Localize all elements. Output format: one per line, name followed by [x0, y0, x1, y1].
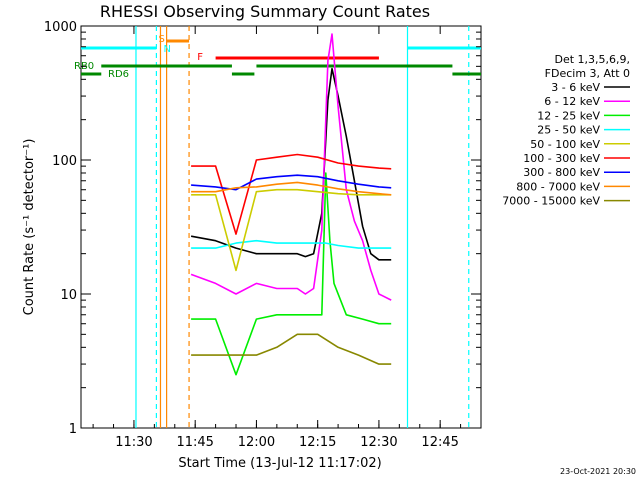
- legend-header-line-2: FDecim 3, Att 0: [545, 67, 630, 80]
- y-axis-label: Count Rate (s⁻¹ detector⁻¹): [22, 139, 37, 316]
- x-axis-label: Start Time (13-Jul-12 11:17:02): [178, 456, 381, 471]
- legend-label-2: 12 - 25 keV: [537, 109, 600, 122]
- series-line-1: [190, 33, 392, 301]
- x-tick-label-2: 12:00: [238, 435, 275, 450]
- series-line-4: [191, 188, 392, 272]
- y-tick-label-3: 1000: [44, 20, 77, 35]
- timestamp: 23-Oct-2021 20:30: [560, 467, 636, 476]
- ticks-layer: 11:30 11:45 12:00 12:15 12:30 12:45 1 10 100 1000: [44, 20, 481, 450]
- legend-label-1: 6 - 12 keV: [544, 95, 600, 108]
- legend-header-line-1: Det 1,3,5,6,9,: [554, 53, 630, 66]
- plot-frame: [80, 25, 482, 429]
- legend-label-8: 7000 - 15000 keV: [502, 195, 600, 208]
- y-tick-label-2: 100: [52, 154, 77, 169]
- x-tick-label-1: 11:45: [176, 435, 213, 450]
- series-line-3: [191, 239, 392, 249]
- chart-title: RHESSI Observing Summary Count Rates: [100, 2, 430, 21]
- legend-label-6: 300 - 800 keV: [523, 166, 600, 179]
- x-tick-label-4: 12:30: [360, 435, 397, 450]
- saa-label: S: [158, 34, 164, 45]
- y-tick-label-1: 10: [60, 288, 77, 303]
- rd6-label: RD6: [108, 69, 129, 80]
- flare-label: F: [197, 52, 203, 63]
- series-line-0: [190, 67, 392, 261]
- x-tick-label-5: 12:45: [421, 435, 458, 450]
- night-label: N: [164, 44, 171, 55]
- y-tick-label-0: 1: [69, 422, 77, 437]
- series-layer: [190, 33, 392, 376]
- legend-label-0: 3 - 6 keV: [551, 81, 600, 94]
- series-line-5: [191, 153, 392, 235]
- legend-label-5: 100 - 300 keV: [523, 152, 600, 165]
- x-tick-label-0: 11:30: [115, 435, 152, 450]
- legend-label-7: 800 - 7000 keV: [516, 180, 600, 193]
- series-line-8: [191, 333, 392, 365]
- x-tick-label-3: 12:15: [299, 435, 336, 450]
- legend-label-3: 25 - 50 keV: [537, 124, 600, 137]
- legend-label-4: 50 - 100 keV: [530, 138, 600, 151]
- series-line-2: [191, 172, 392, 376]
- series-line-7: [191, 181, 392, 196]
